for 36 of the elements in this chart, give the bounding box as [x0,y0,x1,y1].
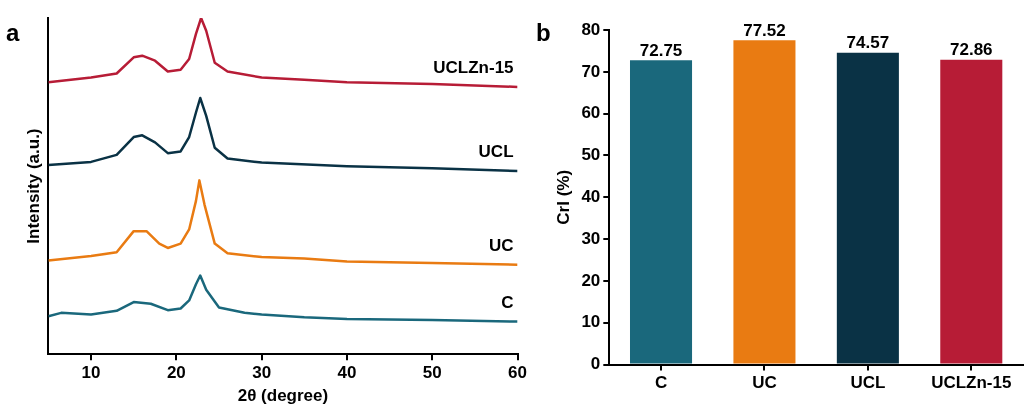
y-tick-label: 40 [581,186,601,206]
bar [629,60,693,364]
data-label: 72.86 [950,40,993,60]
x-tick-label: 60 [508,363,528,383]
y-tick-label: 20 [581,270,601,290]
y-tick-label: 10 [581,312,601,332]
chart-title: b [536,18,551,46]
y-tick-label: 50 [581,145,601,165]
x-tick-label: 10 [81,363,101,383]
bar [733,40,796,364]
x-tick-label: UCLZn-15 [931,373,1012,393]
x-tick-label: UC [752,373,777,393]
bar [836,52,899,364]
x-tick-label: 20 [166,363,186,383]
series-label: UCLZn-15 [433,58,514,78]
series-label: UCL [478,142,514,162]
y-axis-title: CrI (%) [553,169,573,225]
x-tick-label: UCL [850,373,886,393]
data-label: 74.57 [846,32,890,52]
data-label: 77.52 [743,20,786,40]
x-tick-label: 40 [337,363,357,383]
y-tick-label: 30 [581,228,601,248]
y-tick-label: 60 [581,103,601,123]
y-tick-label: 80 [581,19,601,39]
y-tick-label: 70 [581,61,601,81]
x-tick-label: 30 [252,363,272,383]
x-axis-title: 2θ (degree) [237,386,329,406]
chart-title: a [6,18,20,46]
y-axis-title: Intensity (a.u.) [23,128,43,244]
x-tick-label: 50 [422,363,442,383]
data-label: 72.75 [639,40,683,60]
bar [940,59,1003,364]
series-label: C [501,292,514,312]
x-tick-label: C [654,373,668,393]
series-label: UC [488,235,514,255]
y-tick-label: 0 [590,354,601,374]
